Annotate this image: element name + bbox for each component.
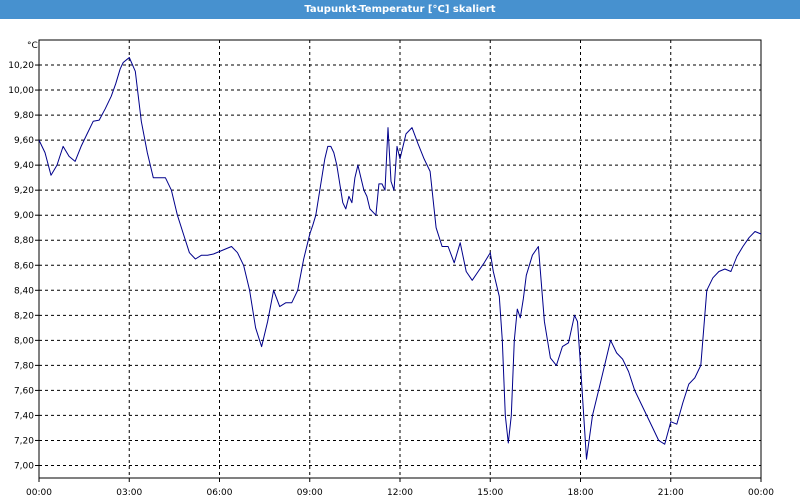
y-tick-label: 7,20 [14,436,34,446]
x-tick-label-time: 00:00 [26,488,52,498]
series-layer [38,57,762,460]
y-tick-label: 9,20 [14,186,34,196]
x-tick-label-time: 21:00 [658,488,684,498]
x-tick-label-time: 00:00 [748,488,774,498]
x-tick-label-time: 09:00 [297,488,323,498]
x-tick-label-time: 15:00 [477,488,503,498]
y-tick-label: 10,20 [8,61,34,71]
line-chart: 7,00 7,20 7,40 7,60 7,80 8,00 8,20 8,40 8,60 8,80… [8,39,774,498]
y-tick-label: 8,00 [14,336,34,346]
y-tick-label: 7,60 [14,386,34,396]
x-tick-label-time: 06:00 [207,488,233,498]
y-axis-unit-label: °C [27,41,38,51]
y-tick-label: 9,40 [14,161,34,171]
y-axis-ticks: 7,00 7,20 7,40 7,60 7,80 8,00 8,20 8,40 8,60 8,80… [8,61,39,471]
y-tick-label: 9,00 [14,211,34,221]
y-tick-label: 7,80 [14,361,34,371]
grid-lines [39,40,761,478]
x-tick-label-time: 18:00 [568,488,594,498]
window-title: Taupunkt-Temperatur [°C] skaliert [0,0,800,19]
y-tick-label: 8,60 [14,261,34,271]
y-tick-label: 7,00 [14,461,34,471]
y-tick-label: 10,00 [8,86,34,96]
x-axis-ticks: 00:0031.03.1703:0031.03.1706:0031.03.170… [26,478,774,498]
y-tick-label: 8,80 [14,236,34,246]
series-line [38,57,762,460]
y-tick-label: 9,80 [14,111,34,121]
y-tick-label: 9,60 [14,136,34,146]
y-tick-label: 8,20 [14,311,34,321]
x-tick-label-time: 03:00 [116,488,142,498]
x-tick-label-time: 12:00 [387,488,413,498]
y-tick-label: 8,40 [14,286,34,296]
y-tick-label: 7,40 [14,411,34,421]
